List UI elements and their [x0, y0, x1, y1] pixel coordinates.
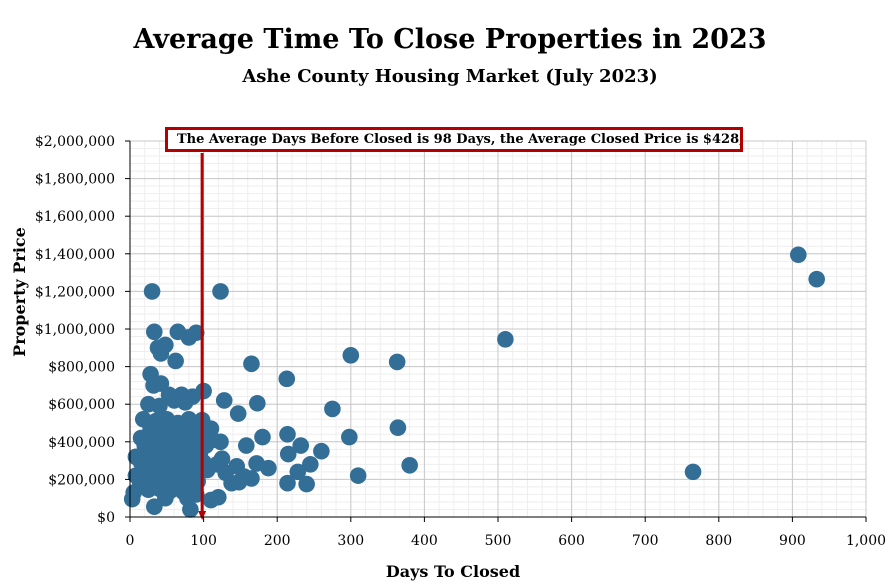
x-tick-labels: 0 100 200 300 400 500 600 700 800 900 1,000 — [126, 533, 887, 549]
data-point — [684, 463, 702, 481]
data-point — [388, 353, 406, 371]
data-point — [151, 397, 168, 415]
data-point — [349, 467, 367, 484]
y-tick-label: $1,600,000 — [35, 209, 115, 225]
data-point — [298, 475, 315, 493]
data-point — [401, 457, 418, 474]
data-point — [260, 459, 277, 477]
y-tick-label: $1,400,000 — [35, 247, 115, 263]
data-point — [302, 456, 319, 473]
y-tick-label: $1,200,000 — [35, 284, 115, 300]
data-point — [145, 323, 163, 341]
data-point — [279, 445, 297, 463]
y-tick-labels: $0 $200,000 $400,000 $600,000 $800,000 $1,000… — [35, 134, 115, 526]
average-annotation-box: The Average Days Before Closed is 98 Day… — [165, 127, 743, 152]
data-point — [789, 246, 807, 264]
x-tick-label: 0 — [126, 533, 135, 549]
data-point — [145, 377, 162, 394]
data-point — [249, 394, 266, 412]
y-tick-label: $600,000 — [48, 397, 115, 413]
data-point — [292, 437, 310, 454]
x-tick-label: 1,000 — [846, 533, 886, 549]
data-point — [176, 394, 194, 411]
data-point — [182, 501, 199, 518]
x-tick-label: 400 — [411, 533, 438, 549]
y-tick-label: $200,000 — [48, 472, 115, 488]
y-tick-label: $1,800,000 — [35, 172, 115, 188]
data-point — [230, 473, 248, 491]
data-point — [210, 488, 227, 506]
data-point — [389, 419, 407, 437]
average-line-arrowhead — [198, 511, 207, 520]
x-tick-label: 700 — [632, 533, 659, 549]
data-points — [123, 246, 825, 518]
data-point — [289, 463, 307, 481]
y-tick-label: $1,000,000 — [35, 322, 115, 338]
data-point — [808, 270, 825, 288]
x-tick-label: 200 — [264, 533, 291, 549]
y-tick-label: $400,000 — [48, 435, 115, 451]
data-point — [279, 425, 296, 443]
data-point — [143, 283, 161, 300]
x-tick-label: 800 — [705, 533, 732, 549]
data-point — [152, 345, 170, 362]
y-tick-label: $800,000 — [48, 360, 115, 376]
data-point — [341, 428, 358, 446]
data-point — [497, 331, 514, 348]
data-point — [229, 405, 247, 422]
chart-title: Average Time To Close Properties in 2023 — [133, 24, 767, 55]
data-point — [215, 392, 233, 409]
data-point — [342, 347, 360, 364]
data-point — [254, 428, 271, 446]
data-point — [167, 352, 184, 370]
data-point — [278, 370, 296, 388]
y-axis-title: Property Price — [10, 227, 29, 357]
y-tick-label: $2,000,000 — [35, 134, 115, 150]
data-point — [237, 437, 255, 454]
data-point — [145, 498, 163, 515]
data-point — [324, 400, 341, 418]
x-tick-label: 300 — [337, 533, 364, 549]
x-tick-label: 100 — [190, 533, 217, 549]
data-point — [123, 490, 141, 508]
data-point — [212, 283, 229, 300]
data-point — [243, 470, 260, 487]
chart-subtitle: Ashe County Housing Market (July 2023) — [242, 66, 658, 87]
data-point — [180, 329, 198, 346]
plot-axes — [125, 140, 867, 522]
x-tick-label: 900 — [779, 533, 806, 549]
y-tick-label: $0 — [97, 510, 115, 526]
data-point — [243, 355, 260, 373]
x-tick-label: 600 — [558, 533, 585, 549]
data-point — [279, 474, 296, 492]
data-point — [313, 442, 330, 460]
x-axis-title: Days To Closed — [386, 562, 520, 581]
data-point — [212, 433, 229, 451]
x-tick-label: 500 — [485, 533, 512, 549]
